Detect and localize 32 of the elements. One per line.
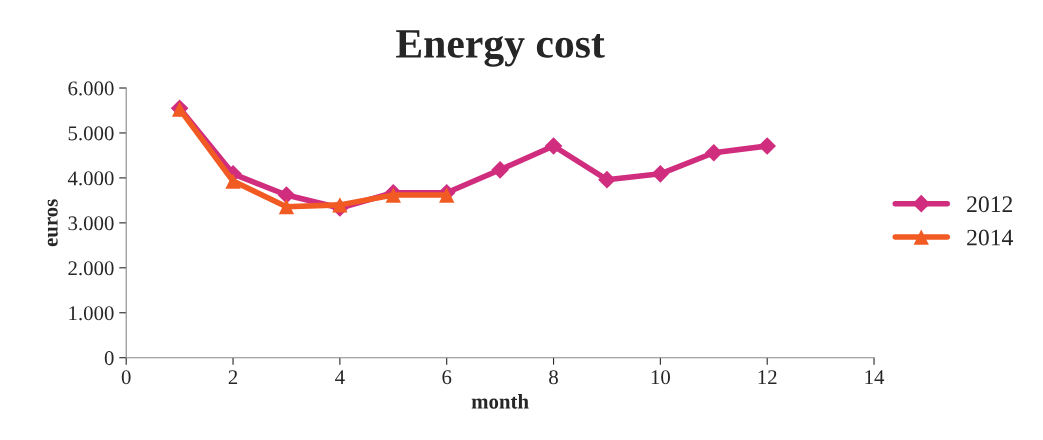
y-tick-label: 6.000	[68, 81, 114, 96]
chart-title: Energy cost	[396, 30, 605, 67]
y-tick-label: 1.000	[69, 306, 114, 321]
legend-label: 2012	[967, 196, 1013, 213]
x-axis-title: month	[471, 393, 529, 409]
x-tick-label: 4	[335, 370, 345, 384]
x-tick-label: 12	[758, 370, 777, 384]
point	[704, 143, 723, 162]
point	[332, 197, 348, 213]
y-tick-label: 2.000	[68, 261, 114, 276]
point	[385, 187, 401, 203]
y-tick-label: 0	[104, 351, 114, 366]
x-tick-label: 8	[549, 370, 558, 385]
x-tick-label: 0	[121, 370, 131, 385]
x-tick-label: 6	[442, 370, 452, 385]
x-tick-label: 2	[228, 370, 238, 384]
legend-label: 2014	[967, 229, 1013, 246]
point	[598, 170, 616, 189]
y-tick-label: 5.000	[68, 126, 114, 141]
y-tick-label: 4.000	[67, 171, 114, 186]
y-tick-label: 3.000	[68, 216, 114, 231]
point	[278, 199, 295, 215]
x-tick-label: 10	[651, 370, 670, 385]
point	[439, 187, 455, 203]
point	[277, 186, 296, 204]
y-axis-title: euros	[47, 199, 58, 247]
point	[491, 160, 509, 179]
point	[651, 165, 670, 183]
point	[758, 137, 777, 155]
point	[544, 137, 563, 155]
x-tick-label: 14	[865, 370, 885, 384]
point	[225, 173, 241, 189]
